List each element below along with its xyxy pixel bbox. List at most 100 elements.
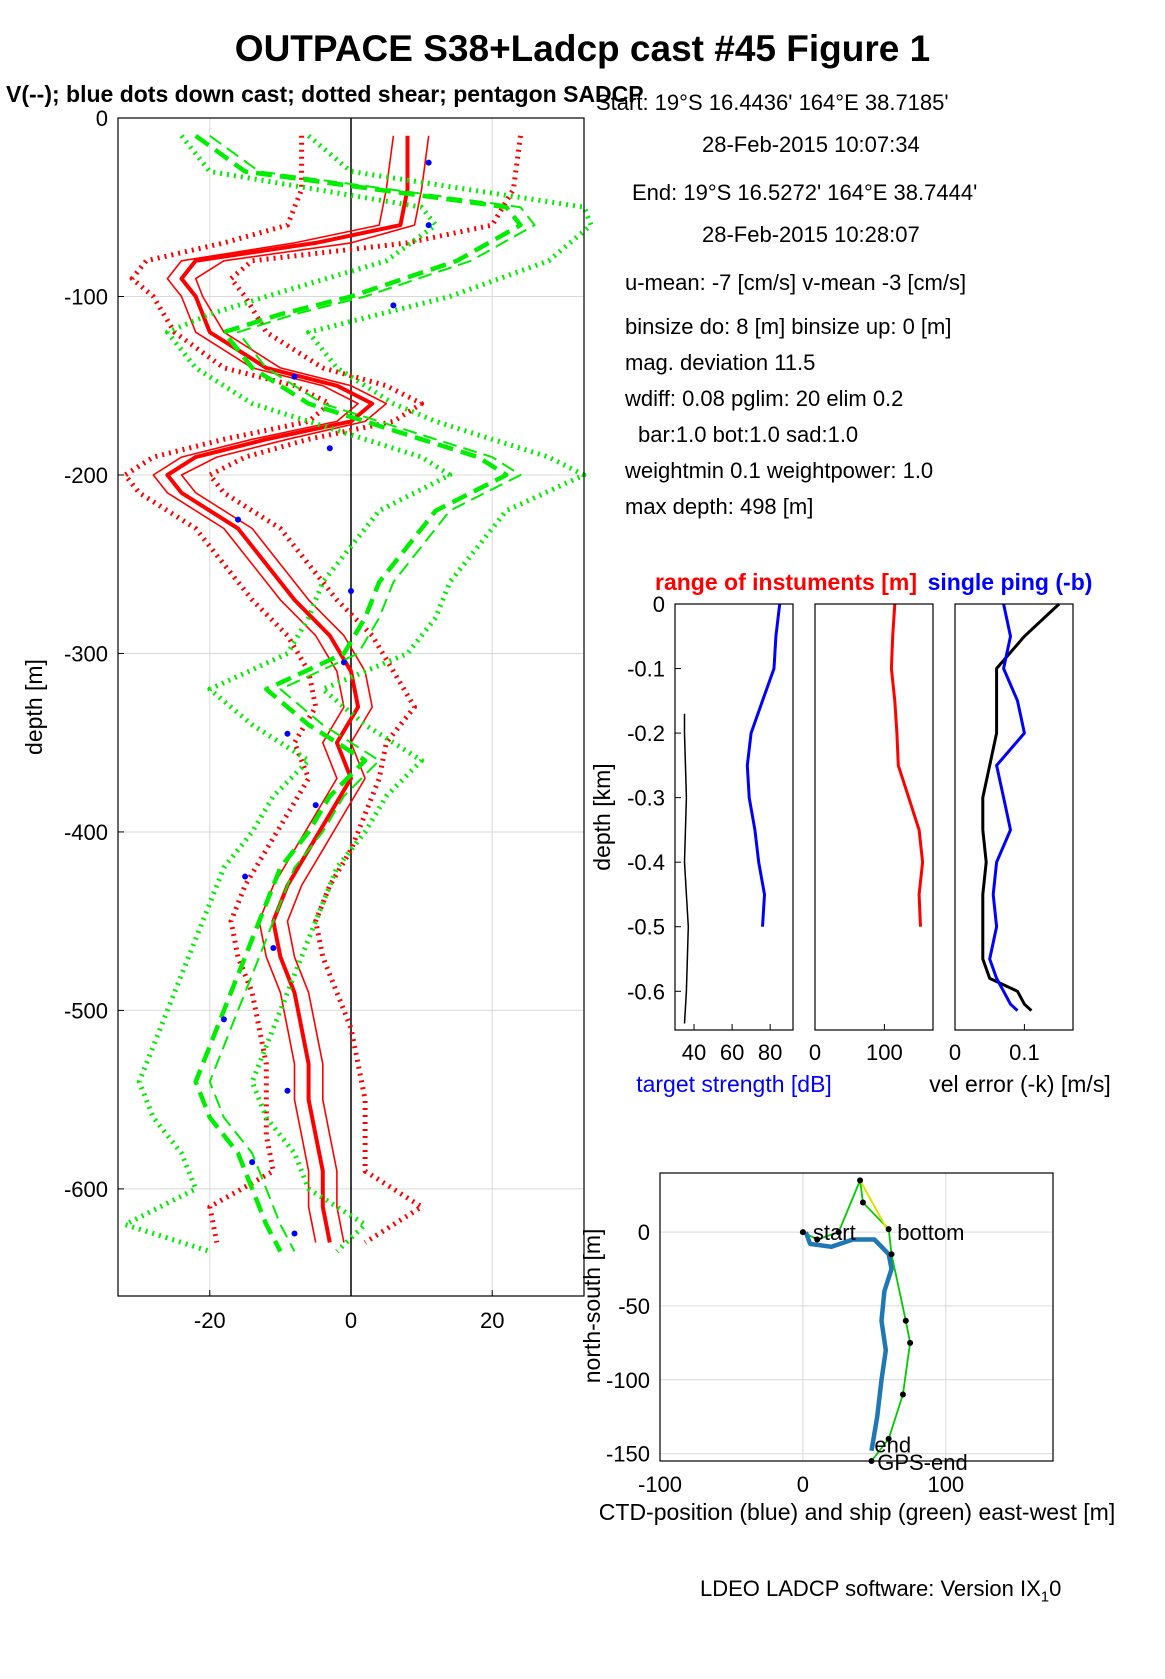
ship-position-dot	[859, 1199, 866, 1206]
down-cast-dot	[249, 1159, 256, 1166]
tick-label-y: -150	[606, 1442, 650, 1467]
vel-error-panel-frame	[954, 603, 1074, 1031]
tick-label-x: 0	[949, 1040, 961, 1065]
y-axis-label-track: north-south [m]	[579, 1229, 605, 1384]
tick-label-x: 100	[927, 1472, 964, 1497]
tick-label-y: 0	[653, 592, 665, 617]
tick-label-y: 0	[96, 106, 108, 131]
target-strength-panel-series-line	[745, 603, 782, 927]
velocity-series-line	[207, 135, 523, 1245]
ship-track-line	[802, 1176, 912, 1462]
vel-error-panel-series-line	[988, 603, 1026, 1012]
label-start: start	[813, 1220, 856, 1245]
x-axis-label-target-strength: target strength [dB]	[636, 1071, 832, 1097]
tick-label-x: 0	[809, 1040, 821, 1065]
ship-position-dot	[814, 1236, 821, 1243]
range-panel-series-line	[889, 603, 925, 927]
velocity-series-line	[122, 134, 453, 1254]
info-means: u-mean: -7 [cm/s] v-mean -3 [cm/s]	[625, 270, 967, 295]
info-end: End: 19°S 16.5272' 164°E 38.7444'	[632, 180, 978, 205]
panel-title-single-ping: single ping (-b)	[928, 569, 1093, 595]
down-cast-dot	[340, 659, 347, 666]
info-magdev: mag. deviation 11.5	[625, 350, 816, 375]
ship-ctd-link	[859, 1179, 890, 1233]
tick-label-x: 60	[720, 1040, 744, 1065]
info-maxdepth: max depth: 498 [m]	[625, 494, 814, 519]
vel-error-panel-series-line	[981, 602, 1061, 1012]
tick-label-y: -200	[64, 463, 108, 488]
target-strength-panel-series-line	[683, 713, 690, 1024]
tick-label-x: -20	[194, 1308, 226, 1333]
info-start: Start: 19°S 16.4436' 164°E 38.7185'	[596, 90, 949, 115]
y-axis-label-depth-km: depth [km]	[589, 763, 615, 870]
tick-label-y: -0.4	[627, 850, 665, 875]
tick-label-x: 0	[797, 1472, 809, 1497]
tick-label-x: 20	[480, 1308, 504, 1333]
ship-position-dot	[902, 1317, 909, 1324]
ship-position-dot	[907, 1339, 914, 1346]
velocity-series-line	[122, 135, 333, 1243]
down-cast-dot	[220, 1016, 227, 1023]
tick-label-y: -50	[618, 1294, 650, 1319]
software-footer: LDEO LADCP software: Version IX10	[700, 1576, 1061, 1605]
ship-position-dot	[888, 1251, 895, 1258]
tick-label-y: -100	[606, 1368, 650, 1393]
down-cast-dot	[291, 373, 298, 380]
down-cast-dot	[291, 1230, 298, 1237]
label-end: end	[874, 1433, 911, 1458]
ship-position-dot	[835, 1229, 842, 1236]
info-end-time: 28-Feb-2015 10:28:07	[702, 222, 920, 247]
down-cast-dot	[284, 1087, 291, 1094]
tick-label-y: -0.2	[627, 721, 665, 746]
x-axis-label-track: CTD-position (blue) and ship (green) eas…	[599, 1499, 1115, 1525]
footer-tail: 0	[1049, 1576, 1062, 1601]
velocity-series-line	[152, 135, 395, 1243]
velocity-series-line	[249, 133, 594, 1254]
tick-label-x: 40	[682, 1040, 706, 1065]
footer-text: LDEO LADCP software: Version IX	[700, 1576, 1041, 1601]
info-start-time: 28-Feb-2015 10:07:34	[702, 132, 920, 157]
x-axis-label-vel-error: vel error (-k) [m/s]	[929, 1071, 1110, 1097]
velocity-series-line	[180, 135, 430, 1243]
tick-label-y: -600	[64, 1177, 108, 1202]
down-cast-dot	[348, 587, 354, 594]
ship-position-dot	[799, 1229, 806, 1236]
label-gps-end: GPS-end	[877, 1450, 968, 1475]
tick-label-y: -100	[64, 284, 108, 309]
down-cast-dot	[390, 302, 397, 309]
velocity-series-line	[208, 134, 536, 1252]
down-cast-dot	[312, 802, 319, 809]
ship-position-dot	[857, 1177, 864, 1184]
ship-position-dot	[885, 1226, 892, 1233]
down-cast-dot	[235, 516, 242, 523]
tick-label-x: 100	[866, 1040, 903, 1065]
target-strength-panel-frame	[674, 603, 794, 1031]
ctd-track-line	[803, 1231, 894, 1452]
down-cast-dot	[425, 222, 432, 229]
ship-position-dot	[899, 1391, 906, 1398]
figure-title: OUTPACE S38+Ladcp cast #45 Figure 1	[234, 28, 931, 69]
velocity-series-line	[165, 135, 410, 1243]
range-panel-frame	[814, 603, 934, 1031]
tick-label-x: 80	[758, 1040, 782, 1065]
panel-title-range: range of instuments [m]	[655, 569, 917, 595]
tick-label-x: 0	[345, 1308, 357, 1333]
down-cast-dot	[284, 730, 291, 737]
tick-label-y: -0.6	[627, 979, 665, 1004]
info-binsize: binsize do: 8 [m] binsize up: 0 [m]	[625, 314, 952, 339]
tick-label-y: 0	[638, 1220, 650, 1245]
tick-label-y: -0.1	[627, 657, 665, 682]
down-cast-dot	[270, 944, 277, 951]
figure-subtitle: V(--); blue dots down cast; dotted shear…	[6, 81, 644, 107]
down-cast-dot	[242, 873, 249, 880]
down-cast-dot	[425, 159, 432, 166]
tick-label-x: 0.1	[1009, 1040, 1040, 1065]
y-axis-label-depth: depth [m]	[21, 659, 47, 755]
tick-label-y: -400	[64, 820, 108, 845]
ship-position-dot	[885, 1435, 892, 1442]
velocity-series-line	[193, 133, 523, 1253]
tick-label-x: -100	[638, 1472, 682, 1497]
tick-label-y: -500	[64, 998, 108, 1023]
tick-label-y: -300	[64, 641, 108, 666]
